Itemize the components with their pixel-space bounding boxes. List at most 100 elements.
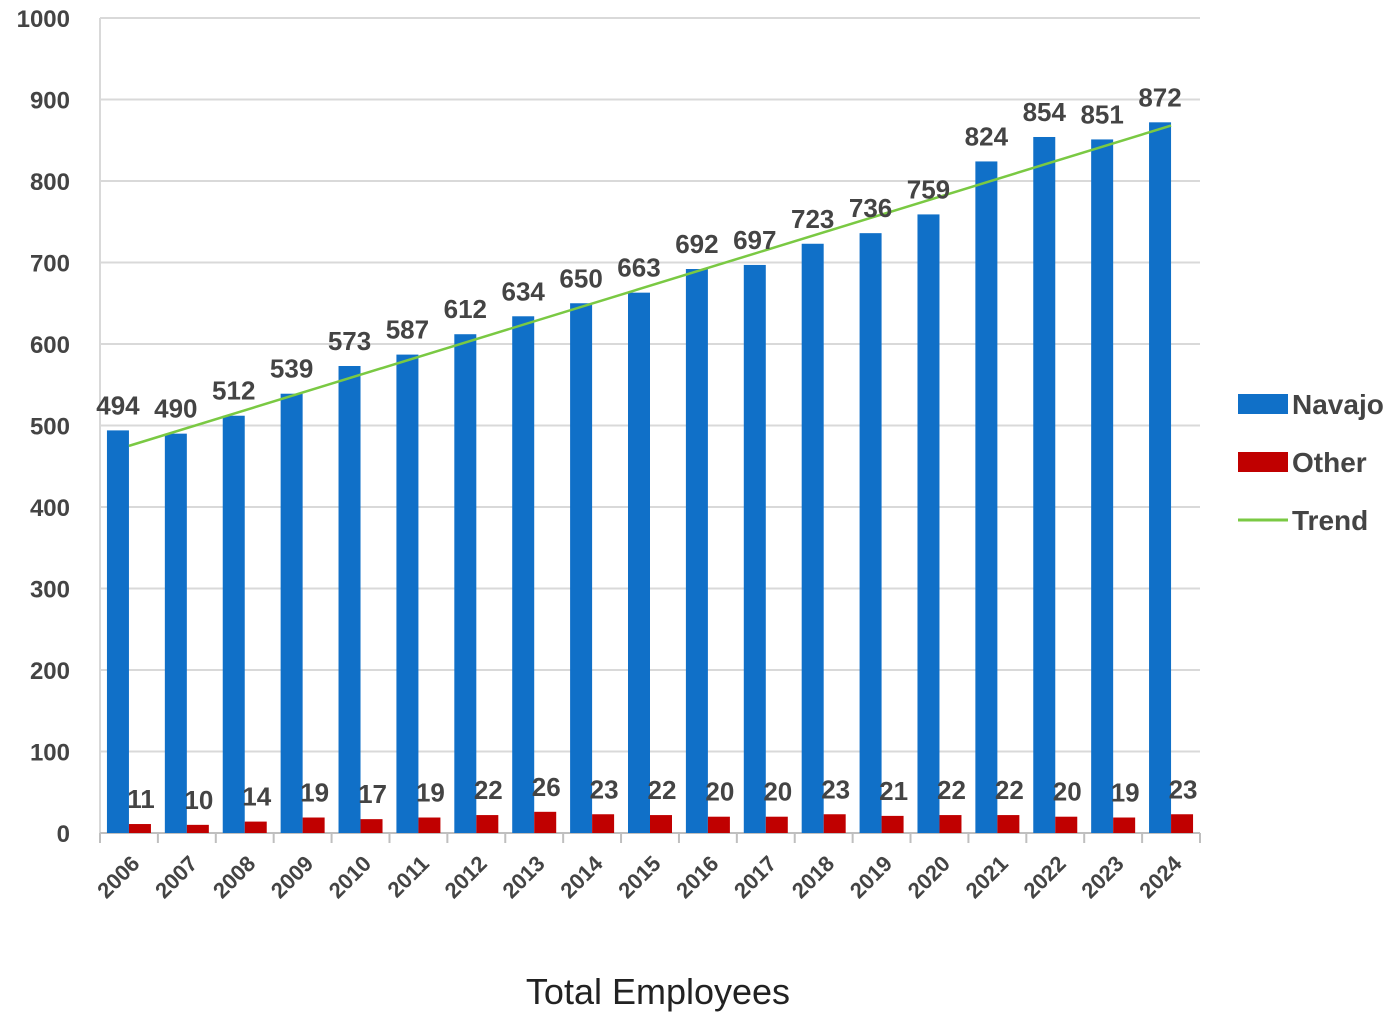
data-label-other: 22 (995, 775, 1024, 805)
data-label-navajo: 736 (849, 193, 892, 223)
y-tick-label: 1000 (17, 6, 70, 33)
bar-other (244, 821, 267, 833)
bar-navajo (975, 161, 998, 833)
y-tick-label: 400 (30, 495, 70, 522)
y-tick-label: 600 (30, 332, 70, 359)
x-tick-label: 2016 (671, 851, 723, 903)
x-tick-label: 2022 (1019, 851, 1071, 903)
x-tick-label: 2008 (208, 851, 260, 903)
bar-navajo (222, 415, 245, 833)
x-tick-label: 2018 (787, 851, 839, 903)
bar-other (823, 814, 846, 833)
bar-navajo (1149, 122, 1172, 833)
data-label-other: 11 (127, 784, 155, 814)
data-label-navajo: 539 (270, 354, 313, 384)
legend: Navajo Other Trend (1238, 389, 1384, 536)
data-label-navajo: 824 (965, 121, 1009, 151)
data-label-navajo: 854 (1023, 97, 1067, 127)
bar-navajo (628, 292, 650, 833)
x-tick-label: 2019 (845, 851, 897, 903)
data-label-other: 20 (763, 777, 792, 807)
data-label-other: 22 (937, 775, 966, 805)
bar-other (592, 814, 615, 833)
bar-other (707, 816, 730, 833)
legend-swatch-other (1238, 452, 1288, 472)
data-label-navajo: 692 (675, 229, 718, 259)
x-tick-label: 2020 (903, 851, 955, 903)
x-tick-label: 2006 (92, 851, 144, 903)
trend-line (128, 124, 1172, 448)
bar-other (997, 815, 1020, 833)
data-label-navajo: 587 (386, 315, 429, 345)
data-labels: 494 490 512 539 573 587 612 634 650 663 692 697 723 7… (96, 82, 1197, 815)
bar-navajo (164, 433, 187, 833)
bar-navajo (338, 366, 361, 833)
legend-label-other: Other (1292, 447, 1367, 478)
data-label-other: 19 (300, 778, 329, 808)
bar-navajo (512, 316, 535, 833)
legend-label-navajo: Navajo (1292, 389, 1384, 420)
data-label-other: 20 (1053, 777, 1082, 807)
x-axis-title: Total Employees (526, 971, 790, 1012)
y-tick-label: 100 (30, 740, 70, 767)
bar-navajo (801, 243, 824, 833)
data-label-other: 14 (242, 782, 271, 812)
bar-navajo (743, 264, 766, 833)
bar-other (128, 824, 151, 833)
bar-other (476, 815, 499, 833)
data-label-navajo: 612 (444, 294, 487, 324)
legend-swatch-navajo (1238, 394, 1288, 414)
x-tick-label: 2007 (150, 851, 202, 903)
axes: 0 100 200 300 400 500 600 700 800 900 1000 2006 2007… (17, 6, 1201, 903)
bar-navajo (917, 214, 940, 834)
data-label-navajo: 697 (733, 225, 776, 255)
data-label-navajo: 663 (617, 253, 660, 283)
legend-label-trend: Trend (1292, 505, 1368, 536)
data-label-other: 23 (1169, 774, 1198, 804)
x-tick-label: 2021 (961, 851, 1013, 903)
bar-other (765, 816, 788, 833)
data-label-other: 10 (184, 785, 213, 815)
data-label-navajo: 872 (1138, 82, 1181, 112)
bar-navajo (106, 430, 129, 833)
bar-other (1113, 817, 1136, 833)
bar-other (186, 824, 209, 833)
x-tick-label: 2024 (1134, 850, 1187, 903)
bar-other (360, 819, 383, 833)
data-label-other: 20 (705, 777, 734, 807)
x-tick-label: 2014 (555, 850, 608, 903)
y-tick-label: 500 (30, 414, 70, 441)
x-tick-label: 2017 (729, 851, 781, 903)
data-label-navajo: 512 (212, 376, 255, 406)
bar-navajo (685, 269, 708, 833)
x-tick-label: 2015 (613, 851, 665, 903)
bar-navajo (280, 393, 303, 833)
bar-other (939, 815, 962, 833)
bar-navajo (1091, 139, 1114, 833)
bar-other (1171, 814, 1194, 833)
y-tick-label: 0 (57, 821, 70, 848)
bar-navajo (1033, 136, 1056, 834)
bar-other (650, 815, 672, 833)
data-label-other: 19 (1111, 778, 1140, 808)
x-tick-label: 2012 (440, 851, 492, 903)
y-tick-label: 700 (30, 251, 70, 278)
y-tick-label: 800 (30, 169, 70, 196)
data-label-navajo: 723 (791, 204, 834, 234)
bar-other (881, 815, 904, 833)
data-label-navajo: 851 (1080, 99, 1123, 129)
data-label-other: 23 (590, 774, 619, 804)
data-label-other: 19 (416, 778, 445, 808)
x-tick-label: 2013 (497, 851, 549, 903)
bar-other (418, 817, 441, 833)
data-label-navajo: 650 (559, 263, 602, 293)
data-label-other: 22 (648, 775, 677, 805)
data-label-other: 17 (358, 779, 387, 809)
x-tick-label: 2023 (1076, 851, 1128, 903)
data-label-navajo: 494 (96, 390, 140, 420)
x-tick-label: 2010 (324, 851, 376, 903)
data-label-other: 21 (879, 776, 908, 806)
data-label-navajo: 634 (502, 276, 546, 306)
